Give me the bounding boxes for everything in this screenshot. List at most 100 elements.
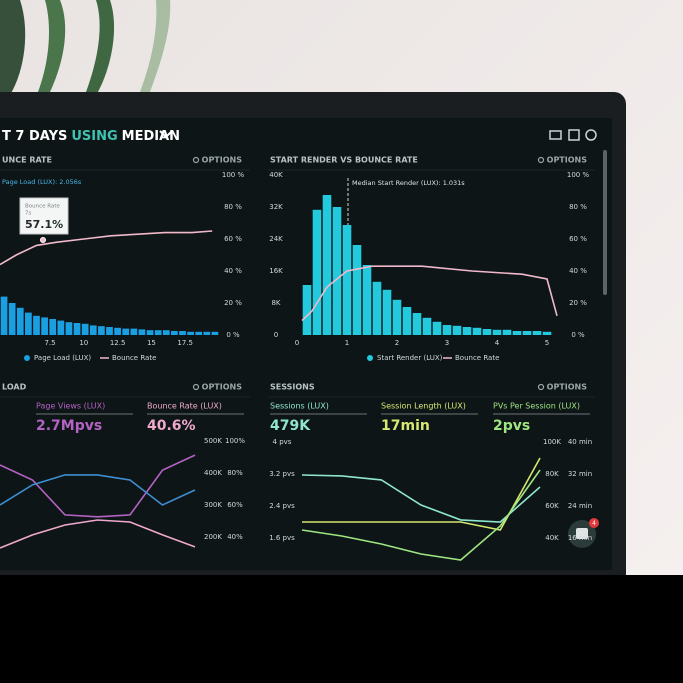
histogram-bar — [462, 327, 472, 335]
y-tick-label: 60 % — [224, 235, 242, 243]
histogram-bar — [81, 323, 89, 335]
histogram-bar — [33, 315, 40, 335]
panel-options[interactable]: OPTIONS — [202, 383, 243, 392]
x-tick-label: 7.5 — [44, 339, 55, 347]
y-tick-label: 80K — [545, 470, 559, 478]
histogram-bar — [57, 320, 65, 335]
y-tick-label: 1.6 pvs — [269, 534, 295, 542]
options-gear — [537, 383, 545, 391]
panel-options[interactable]: OPTIONS — [202, 156, 243, 165]
tooltip-sub: 7s — [25, 211, 31, 217]
panel-options[interactable]: OPTIONS — [547, 383, 588, 392]
histogram-bar — [542, 331, 552, 335]
y-tick-label: 60K — [545, 502, 559, 510]
y-tick-label: 60% — [227, 501, 243, 509]
histogram-bar — [171, 331, 178, 335]
histogram-bar — [16, 307, 24, 335]
plant — [0, 0, 171, 95]
y-tick-label: 20 % — [224, 299, 242, 307]
options-gear — [192, 156, 200, 164]
legend-label: Bounce Rate — [112, 354, 156, 362]
histogram-bar — [122, 328, 130, 335]
y-tick-label: 500K — [204, 437, 222, 445]
y-tick-label: 24K — [269, 235, 283, 243]
legend-label: Page Load (LUX) — [34, 354, 91, 362]
tooltip-point — [40, 237, 46, 243]
y-tick-label: 40 min — [568, 438, 592, 446]
title-part: T 7 DAYS — [2, 129, 67, 144]
notification-badge — [589, 518, 599, 528]
stat-value: 2pvs — [493, 418, 530, 434]
y-tick-label: 400K — [204, 469, 222, 477]
x-tick-label: 10 — [79, 339, 88, 347]
stat-value: 479K — [270, 418, 311, 434]
histogram-bar — [322, 195, 332, 335]
y-tick-label: 200K — [204, 533, 222, 541]
y-tick-label: 100K — [543, 438, 561, 446]
y-tick-label: 40K — [545, 534, 559, 542]
stat-label: Bounce Rate (LUX) — [147, 402, 222, 411]
histogram-bar — [8, 303, 16, 335]
monitor-icon[interactable] — [549, 130, 562, 140]
histogram-bar — [146, 330, 154, 335]
series-line — [301, 469, 541, 561]
y-tick-label: 80 % — [569, 203, 587, 211]
histogram-bar — [502, 329, 512, 335]
help-icon[interactable] — [585, 129, 597, 141]
panel-options[interactable]: OPTIONS — [547, 156, 588, 165]
histogram-bar — [422, 317, 432, 335]
x-tick-label: 15 — [147, 339, 156, 347]
series-line — [0, 454, 196, 518]
y-tick-label: 32K — [269, 203, 283, 211]
histogram-bar — [49, 319, 57, 335]
histogram-bar — [114, 327, 121, 335]
y-tick-label: 300K — [204, 501, 222, 509]
stat-value: 17min — [381, 418, 430, 434]
histogram-bar — [452, 325, 462, 335]
histogram-bar — [89, 325, 97, 335]
histogram-bar — [41, 317, 48, 335]
stat-label: Session Length (LUX) — [381, 402, 466, 411]
y-tick-label: 8K — [271, 299, 280, 307]
histogram-bar — [392, 299, 402, 335]
panel-title: LOAD — [2, 383, 27, 392]
histogram-bar — [402, 307, 412, 335]
chat-icon — [576, 528, 588, 539]
histogram-bar — [162, 330, 170, 335]
legend-swatch — [24, 355, 30, 361]
histogram-bar — [352, 245, 362, 335]
panel-title: SESSIONS — [270, 383, 315, 392]
chat-button[interactable] — [568, 520, 596, 548]
y-tick-label: 3.2 pvs — [269, 470, 295, 478]
series-line — [301, 474, 541, 523]
panel-title: UNCE RATE — [2, 156, 52, 165]
x-tick-label: 4 — [495, 339, 500, 347]
tooltip-box — [19, 197, 69, 235]
legend-swatch — [367, 355, 373, 361]
y-tick-label: 100 % — [222, 171, 245, 179]
title-chevron[interactable] — [159, 130, 173, 139]
y-tick-label: 40% — [227, 533, 243, 541]
histogram-bar — [472, 327, 482, 335]
y-tick-label: 40K — [269, 171, 283, 179]
legend-label: Bounce Rate — [455, 354, 499, 362]
chart-annotation: Median Start Render (LUX): 1.031s — [352, 179, 465, 187]
leaf — [38, 0, 66, 92]
bounce-line — [301, 265, 558, 322]
histogram-bar — [138, 329, 146, 335]
histogram-bar — [65, 322, 73, 335]
share-icon[interactable] — [568, 129, 580, 141]
y-tick-label: 40 % — [224, 267, 242, 275]
y-tick-label: 24 min — [568, 502, 592, 510]
y-tick-label: 0 — [274, 331, 278, 339]
title-part: USING — [71, 129, 117, 144]
x-tick-label: 17.5 — [177, 339, 193, 347]
histogram-bar — [412, 313, 422, 335]
series-line — [0, 474, 196, 506]
leaf — [86, 0, 115, 92]
histogram-bar — [106, 327, 113, 335]
title-part: MEDIAN — [122, 129, 180, 144]
histogram-bar — [73, 323, 81, 335]
